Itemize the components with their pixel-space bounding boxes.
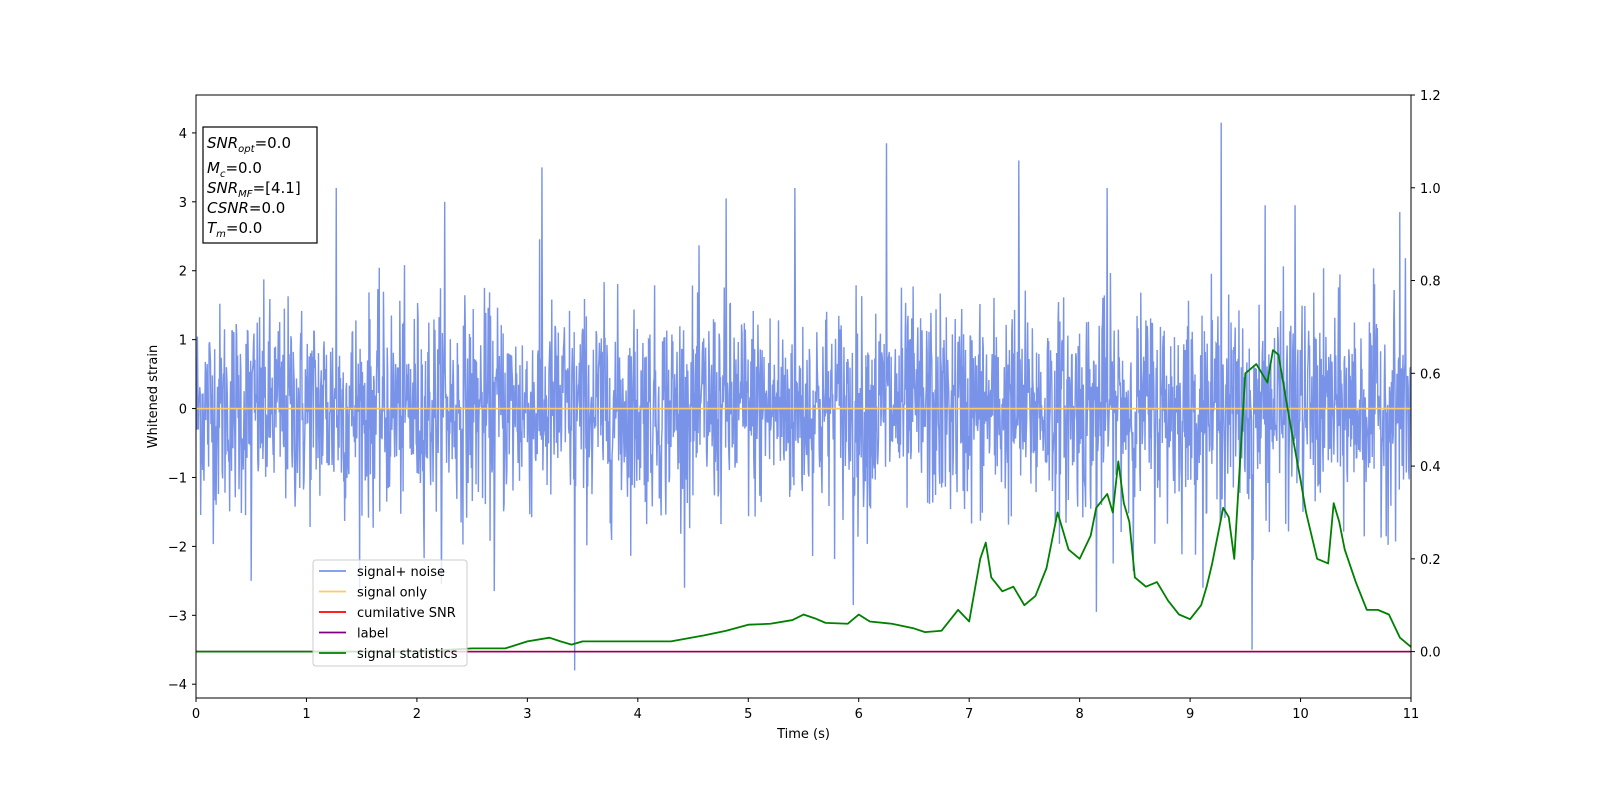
x-tick-label: 1 — [302, 707, 310, 722]
y-tick-label: −1 — [168, 471, 187, 486]
y-tick-label: −2 — [168, 540, 187, 555]
legend-label: signal only — [357, 586, 427, 601]
x-axis: 0 1 2 3 4 5 6 7 8 9 10 11 — [192, 698, 1419, 722]
y-axis-right: 0.0 0.2 0.4 0.6 0.8 1.0 1.2 — [1411, 89, 1441, 661]
x-tick-label: 2 — [413, 707, 421, 722]
legend-frame — [312, 559, 468, 667]
info-box-frame — [202, 126, 318, 244]
info-box-line: CSNR=0.0 — [207, 199, 285, 217]
legend-entry: signal+ noise — [319, 565, 445, 580]
y2-tick-label: 0.2 — [1420, 553, 1441, 568]
legend-entry: signal statistics — [319, 647, 458, 662]
legend-label: cumilative SNR — [357, 606, 456, 621]
x-tick-label: 5 — [744, 707, 752, 722]
y2-tick-label: 0.0 — [1420, 646, 1441, 661]
info-box-line: Tm=0.0 — [207, 219, 262, 240]
legend-label: signal+ noise — [357, 565, 445, 580]
y2-tick-label: 1.2 — [1420, 89, 1441, 104]
x-tick-label: 4 — [634, 707, 642, 722]
series-signal-statistics-line — [196, 349, 1411, 653]
info-box-line: SNRMF=[4.1] — [207, 179, 301, 200]
y-axis-label: Whitened strain — [146, 345, 161, 448]
x-tick-label: 8 — [1075, 707, 1083, 722]
x-tick-label: 9 — [1186, 707, 1194, 722]
legend-entry: label — [319, 627, 388, 642]
x-tick-label: 7 — [965, 707, 973, 722]
y-tick-label: 3 — [179, 196, 187, 211]
legend-entry: signal only — [319, 586, 427, 601]
y2-tick-label: 1.0 — [1420, 182, 1441, 197]
y-tick-label: 2 — [179, 265, 187, 280]
x-tick-label: 6 — [855, 707, 863, 722]
x-tick-label: 11 — [1403, 707, 1420, 722]
y-axis-left: −4 −3 −2 −1 0 1 2 3 4 — [168, 127, 196, 693]
info-box-line: Mc=0.0 — [207, 159, 262, 180]
x-tick-label: 0 — [192, 707, 200, 722]
y-tick-label: 4 — [179, 127, 187, 142]
legend: signal+ noise signal only cumilative SNR la… — [312, 559, 468, 667]
x-tick-label: 10 — [1292, 707, 1309, 722]
y-tick-label: −4 — [168, 678, 187, 693]
x-axis-label: Time (s) — [776, 727, 830, 742]
y-tick-label: 1 — [179, 334, 187, 349]
info-box-line: SNRopt=0.0 — [207, 134, 291, 155]
legend-label: signal statistics — [357, 647, 458, 662]
series-signal-noise-line — [196, 122, 1411, 671]
legend-label: label — [357, 627, 388, 642]
y2-tick-label: 0.6 — [1420, 367, 1441, 382]
plot-frame — [195, 94, 1412, 699]
y2-tick-label: 0.8 — [1420, 275, 1441, 290]
y-tick-label: −3 — [168, 609, 187, 624]
x-tick-label: 3 — [523, 707, 531, 722]
y2-tick-label: 0.4 — [1420, 460, 1441, 475]
y-tick-label: 0 — [179, 403, 187, 418]
legend-entry: cumilative SNR — [319, 606, 456, 621]
